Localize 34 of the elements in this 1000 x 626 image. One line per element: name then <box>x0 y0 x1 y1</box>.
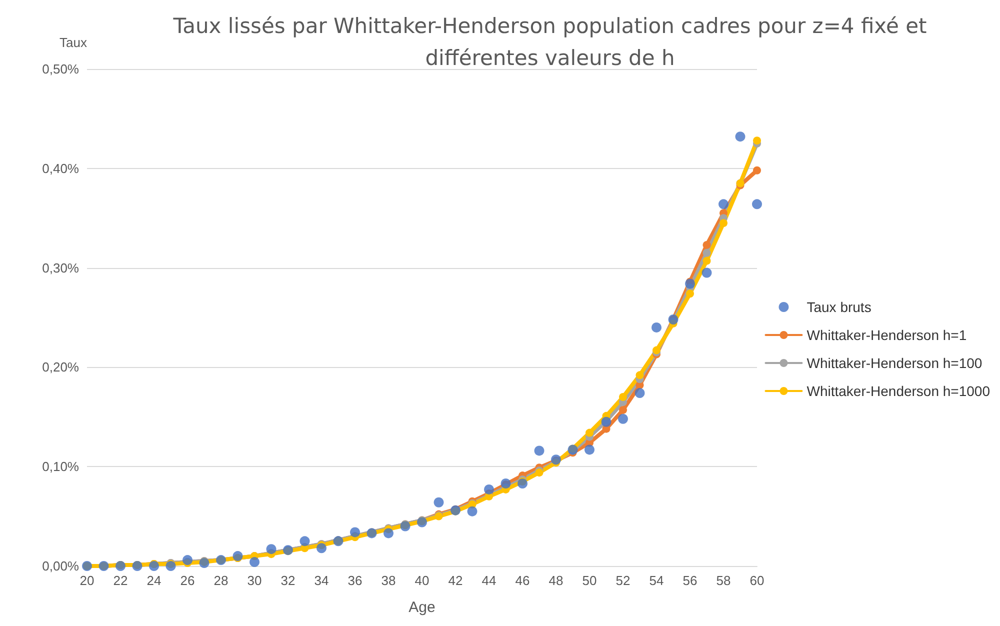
x-tick-label: 20 <box>80 573 94 588</box>
x-tick-label: 50 <box>582 573 597 588</box>
x-tick-label: 32 <box>280 573 296 588</box>
x-tick-label: 48 <box>548 573 564 588</box>
x-tick-label: 54 <box>649 573 664 588</box>
x-tick-label: 52 <box>616 573 630 588</box>
x-tick-label: 34 <box>314 573 329 588</box>
x-tick-label: 58 <box>716 573 731 588</box>
y-tick-label: 0,30% <box>42 260 80 276</box>
x-tick-label: 56 <box>682 573 698 588</box>
x-axis-title: Age <box>408 599 436 616</box>
x-tick-label: 28 <box>214 573 228 588</box>
x-tick-label: 40 <box>414 573 430 588</box>
legend-label: Taux bruts <box>806 299 872 315</box>
x-tick-label: 60 <box>750 573 764 588</box>
x-tick-label: 26 <box>180 573 195 588</box>
x-tick-label: 22 <box>113 573 128 588</box>
x-tick-label: 24 <box>146 573 162 588</box>
x-tick-label: 30 <box>247 573 262 588</box>
chart-title: Taux lissés par Whittaker-Henderson population cadres pour z=4 fixé et différentes valeurs de h <box>172 14 927 70</box>
legend-label: Whittaker-Henderson h=100 <box>806 355 982 371</box>
x-tick-label: 36 <box>348 573 362 588</box>
x-tick-label: 38 <box>381 573 396 588</box>
y-tick-label: 0,10% <box>42 459 80 474</box>
legend-label: Whittaker-Henderson h=1000 <box>806 383 990 399</box>
x-tick-label: 46 <box>515 573 530 588</box>
y-tick-label: 0,50% <box>42 62 80 76</box>
x-tick-label: 42 <box>448 573 463 588</box>
y-tick-label: 0,20% <box>42 360 80 375</box>
x-tick-label: 44 <box>482 573 496 588</box>
y-tick-label: 0,00% <box>42 558 80 574</box>
y-axis-title: Taux <box>60 35 88 50</box>
legend-label: Whittaker-Henderson h=1 <box>806 327 967 343</box>
y-tick-label: 0,40% <box>42 160 80 176</box>
